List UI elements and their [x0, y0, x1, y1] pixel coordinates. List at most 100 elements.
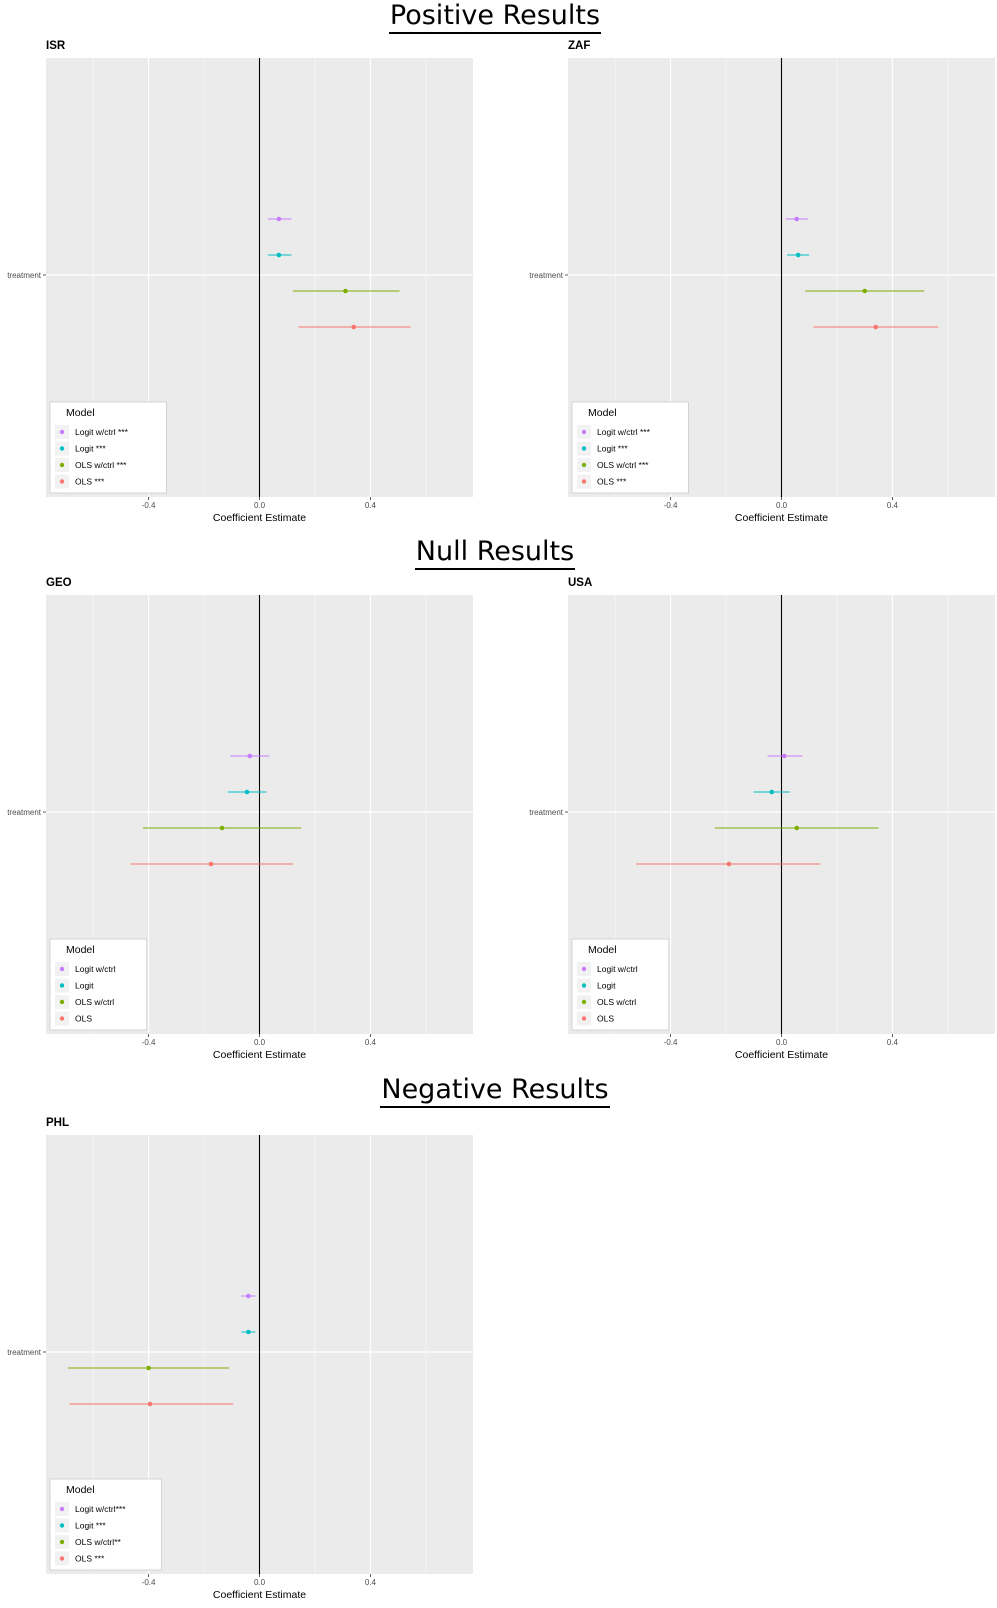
estimate-point: [219, 825, 225, 831]
legend-key-point: [581, 983, 587, 988]
legend-key-point: [59, 1506, 65, 1512]
legend-title: Model: [66, 407, 95, 419]
estimate-point: [244, 789, 250, 795]
estimate-point: [246, 1293, 251, 1299]
estimate-point: [726, 861, 732, 867]
estimate-point: [794, 825, 800, 831]
x-tick-label: 0.0: [254, 1038, 266, 1047]
x-tick-label: -0.4: [664, 501, 678, 510]
legend-key-point: [581, 1016, 587, 1021]
x-axis-title: Coefficient Estimate: [735, 512, 828, 524]
legend-key-point: [59, 1523, 65, 1528]
legend-key-point: [59, 1556, 65, 1561]
estimate-point: [147, 1401, 153, 1407]
chart-svg: USA treatment -0.4 0.0 0.4 Coefficient Estima…: [529, 577, 995, 1061]
legend-key-point: [59, 999, 65, 1005]
x-tick-label: 0.4: [365, 501, 377, 510]
legend-label: OLS ***: [75, 477, 105, 487]
x-tick-label: -0.4: [142, 1578, 156, 1587]
legend-key-point: [581, 446, 587, 451]
estimate-point: [794, 216, 800, 222]
x-tick-label: 0.0: [776, 501, 788, 510]
estimate-point: [343, 288, 348, 294]
estimate-point: [769, 789, 775, 795]
legend-key-point: [59, 983, 65, 988]
estimate-point: [795, 252, 801, 258]
y-tick-label: treatment: [7, 1348, 42, 1357]
chart-usa: USA treatment -0.4 0.0 0.4 Coefficient Estima…: [522, 573, 997, 1068]
estimate-point: [276, 252, 282, 258]
legend-label: Logit ***: [75, 444, 106, 454]
y-tick-label: treatment: [7, 808, 42, 817]
chart-svg: PHL treatment -0.4 0.0 0.4 Coefficient Estima…: [7, 1117, 473, 1601]
legend-label: OLS w/ctrl ***: [597, 460, 649, 470]
x-axis-title: Coefficient Estimate: [213, 512, 306, 524]
legend-key-point: [59, 429, 65, 435]
estimate-point: [781, 753, 787, 759]
estimate-point: [862, 288, 867, 294]
legend-label: Logit ***: [75, 1521, 106, 1531]
y-tick-label: treatment: [529, 808, 564, 817]
legend-key-point: [59, 479, 65, 484]
legend-label: Logit: [75, 981, 94, 991]
legend-box: [571, 401, 689, 494]
legend-label: Logit w/ctrl: [597, 964, 638, 974]
x-tick-label: -0.4: [664, 1038, 678, 1047]
legend-key-point: [59, 966, 65, 972]
section-title-positive-text: Positive Results: [388, 0, 602, 34]
section-title-positive: Positive Results: [0, 0, 990, 34]
estimate-point: [246, 1329, 251, 1335]
facet-title: USA: [568, 577, 592, 589]
legend-title: Model: [66, 944, 95, 956]
legend-label: Logit w/ctrl ***: [75, 427, 129, 437]
chart-phl: PHL treatment -0.4 0.0 0.4 Coefficient Estima…: [0, 1113, 475, 1608]
legend-key-point: [581, 966, 587, 972]
facet-title: ZAF: [568, 40, 590, 52]
x-axis-title: Coefficient Estimate: [213, 1589, 306, 1601]
estimate-point: [146, 1365, 151, 1371]
legend-title: Model: [66, 1484, 95, 1496]
chart-zaf: ZAF treatment -0.4 0.0 0.4 Coefficient Estima…: [522, 36, 997, 531]
legend-label: Logit w/ctrl ***: [597, 427, 651, 437]
estimate-point: [276, 216, 282, 222]
legend-label: OLS w/ctrl: [75, 997, 114, 1007]
section-title-null-text: Null Results: [414, 536, 576, 570]
x-tick-label: 0.4: [365, 1578, 377, 1587]
x-tick-label: -0.4: [142, 501, 156, 510]
x-tick-label: 0.0: [254, 1578, 266, 1587]
legend-title: Model: [588, 944, 617, 956]
legend-key-point: [581, 462, 587, 468]
facet-title: ISR: [46, 40, 66, 52]
section-title-negative-text: Negative Results: [380, 1074, 610, 1108]
legend-key-point: [59, 446, 65, 451]
legend-label: OLS w/ctrl**: [75, 1537, 122, 1547]
legend-label: OLS: [75, 1014, 92, 1024]
legend-box: [49, 401, 167, 494]
legend-label: OLS ***: [75, 1554, 105, 1564]
chart-svg: ISR treatment -0.4 0.0 0.4 Coefficient Estima…: [7, 40, 473, 524]
x-tick-label: 0.0: [254, 501, 266, 510]
legend-label: Logit: [597, 981, 616, 991]
x-tick-label: 0.4: [365, 1038, 377, 1047]
legend-key-point: [581, 479, 587, 484]
x-tick-label: -0.4: [142, 1038, 156, 1047]
estimate-point: [208, 861, 214, 867]
legend-label: OLS ***: [597, 477, 627, 487]
y-tick-label: treatment: [7, 271, 42, 280]
x-axis-title: Coefficient Estimate: [213, 1049, 306, 1061]
chart-svg: ZAF treatment -0.4 0.0 0.4 Coefficient Estima…: [529, 40, 995, 524]
legend-key-point: [581, 999, 587, 1005]
legend-label: OLS w/ctrl: [597, 997, 636, 1007]
legend-key-point: [59, 1539, 65, 1545]
section-title-negative: Negative Results: [0, 1074, 990, 1108]
estimate-point: [247, 753, 253, 759]
x-tick-label: 0.0: [776, 1038, 788, 1047]
section-title-null: Null Results: [0, 536, 990, 570]
legend-key-point: [581, 429, 587, 435]
facet-title: GEO: [46, 577, 72, 589]
legend-key-point: [59, 462, 65, 468]
chart-geo: GEO treatment -0.4 0.0 0.4 Coefficient Estima…: [0, 573, 475, 1068]
legend-label: Logit w/ctrl: [75, 964, 116, 974]
y-tick-label: treatment: [529, 271, 564, 280]
legend-title: Model: [588, 407, 617, 419]
